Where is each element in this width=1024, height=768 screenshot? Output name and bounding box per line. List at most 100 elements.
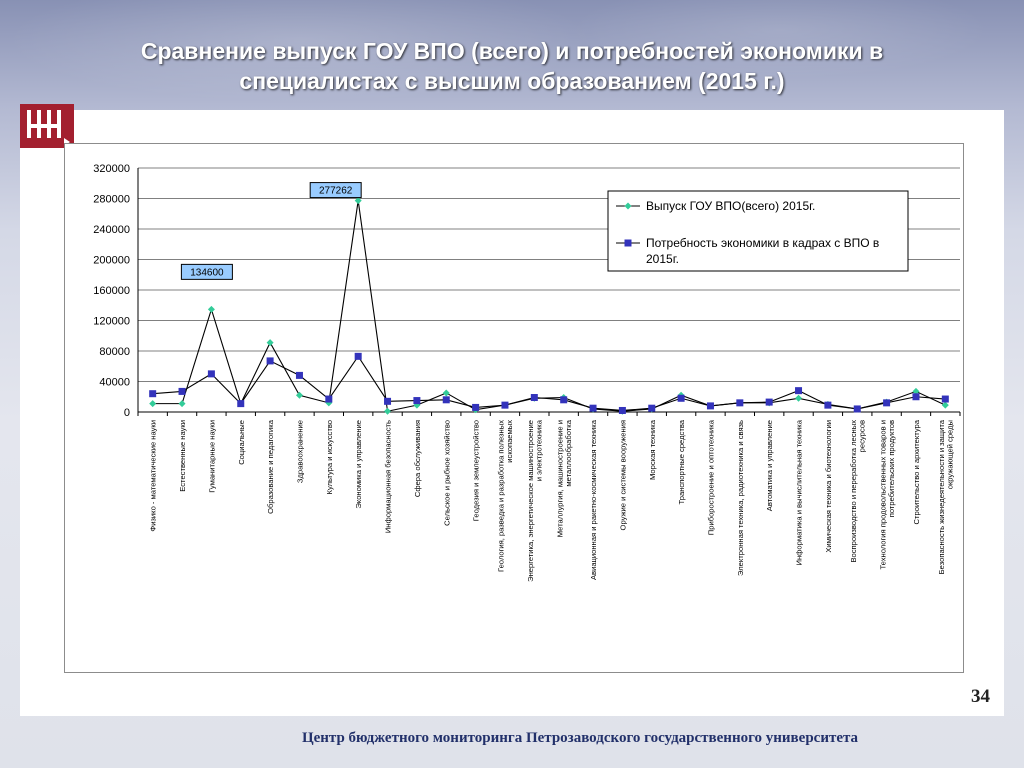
x-tick-label: Безопасность жизнедеятельности и защитао… [937,419,955,574]
legend-box [607,190,909,272]
x-tick-label-line: Естественные науки [178,420,187,492]
data-point-series-2 [384,397,392,405]
data-point-series-2 [354,352,362,360]
x-tick-label-line: Здравоохранение [295,420,304,483]
data-point-series-1 [912,387,920,395]
x-tick-label-line: Оружие и системы вооружения [618,420,627,530]
x-tick-label: Информационная безопасность [384,420,393,533]
x-tick-label: Социальные [237,420,246,465]
data-point-series-1 [941,401,949,409]
annotation-box [309,182,362,199]
x-tick-label: Оружие и системы вооружения [618,420,627,530]
x-tick-label: Приборостроение и оптотехника [706,419,715,535]
data-point-series-2 [677,394,685,402]
x-tick-label: Экономика и управление [354,420,363,509]
data-point-series-2 [853,405,861,413]
data-point-series-2 [266,357,274,365]
data-point-series-2 [325,395,333,403]
x-tick-label: Металлургия, машиностроение иметаллообра… [555,419,573,537]
data-point-series-2 [560,396,568,404]
data-point-series-2 [824,401,832,409]
legend-marker-1 [624,202,632,210]
x-tick-label-line: металлообработка [564,419,573,486]
x-tick-label-line: Культура и искусство [325,420,334,494]
y-tick-label: 160000 [93,285,130,297]
x-tick-label-line: Транспортные средства [677,419,686,504]
data-point-series-2 [912,393,920,401]
data-point-series-2 [883,399,891,407]
data-point-series-1 [178,400,186,408]
data-point-series-2 [178,387,186,395]
legend-marker-2 [624,239,632,247]
data-point-series-1 [384,407,392,415]
x-tick-label-line: Морская техника [648,419,657,480]
x-tick-label: Здравоохранение [295,420,304,483]
x-tick-label-line: Сельское и рыбное хозяйство [442,420,451,526]
x-tick-label-line: Геология, разведка и разработка полезных [497,420,506,572]
line-chart: 320000 280000 240000 200000 160000 120000 8000… [93,163,961,582]
x-tick-label-line: Образование и педагогика [266,419,275,514]
data-point-series-1 [354,197,362,205]
university-logo [20,104,74,148]
x-tick-label-line: Воспроизводство и переработка лесных [849,420,858,563]
x-tick-label: Химическая техника и биотехнологии [824,420,833,553]
annotation-label: 277262 [319,186,353,197]
x-tick-label: Автоматика и управление [765,420,774,511]
data-point-series-2 [472,403,480,411]
x-tick-label-line: Строительство и архитектура [912,419,921,524]
x-tick-label-line: Энергетика, энергетическое машиностроени… [526,420,535,582]
x-tick-label-line: окружающей среды [946,420,955,489]
x-tick-label-line: Социальные [237,420,246,465]
x-tick-label: Строительство и архитектура [912,419,921,524]
x-tick-label-line: Информационная безопасность [384,420,393,533]
legend-label-2-line: Потребность экономики в кадрах с ВПО в [646,236,879,250]
x-tick-label-line: Химическая техника и биотехнологии [824,420,833,553]
data-point-series-2 [765,398,773,406]
x-tick-label: Гуманитарные науки [207,420,216,493]
data-point-series-2 [618,406,626,414]
x-tick-label: Технология продовольственных товаров ипо… [878,420,896,570]
x-tick-label: Энергетика, энергетическое машиностроени… [526,419,544,582]
x-tick-label-line: Приборостроение и оптотехника [706,419,715,535]
data-point-series-2 [207,370,215,378]
x-tick-label-line: ресурсов [858,420,867,452]
data-point-series-1 [149,400,157,408]
footer-text: Центр бюджетного мониторинга Петрозаводс… [301,730,859,746]
x-tick-label-line: Металлургия, машиностроение и [555,420,564,537]
page-number: 34 [971,686,990,707]
x-tick-label: Сфера обслуживания [413,420,422,497]
x-tick-label-line: Безопасность жизнедеятельности и защита [937,419,946,574]
x-tick-label-line: потребительских продуктов [887,420,896,517]
x-tick-label: Образование и педагогика [266,419,275,514]
data-point-series-2 [530,394,538,402]
annotation-box [180,263,233,280]
x-tick-label: Геология, разведка и разработка полезных… [497,420,515,572]
x-tick-label-line: Экономика и управление [354,420,363,509]
x-tick-label-line: Автоматика и управление [765,420,774,511]
data-point-series-1 [207,305,215,313]
y-tick-label: 120000 [93,316,130,328]
x-tick-label-line: Информатика и вычислительная техника [795,419,804,565]
data-point-series-2 [736,399,744,407]
x-tick-label-line: Гуманитарные науки [207,420,216,493]
x-tick-label: Воспроизводство и переработка лесныхресу… [849,420,867,563]
data-point-series-2 [706,402,714,410]
x-tick-label: Физико - математические науки [149,420,158,532]
slide-title: Сравнение выпуск ГОУ ВПО (всего) и потре… [140,38,884,94]
y-tick-label: 320000 [93,163,130,175]
logo-emblem-icon [20,104,74,148]
x-tick-label-line: Авиационная и ракетно-космическая техник… [589,419,598,580]
y-tick-label: 80000 [99,346,130,358]
data-point-series-2 [795,387,803,395]
data-point-series-2 [149,390,157,398]
x-tick-label-line: Электронная техника, радиотехника и связ… [736,420,745,576]
annotation-label: 134600 [190,267,224,278]
x-tick-label-line: Геодезия и землеустройство [472,420,481,521]
x-tick-label: Авиационная и ракетно-космическая техник… [589,419,598,580]
x-tick-label: Морская техника [648,419,657,480]
legend-label-2: Потребность экономики в кадрах с ВПО в 20… [646,236,879,266]
x-tick-label: Информатика и вычислительная техника [795,419,804,565]
x-tick-label: Геодезия и землеустройство [472,420,481,521]
data-point-series-1 [795,394,803,402]
y-tick-label: 240000 [93,224,130,236]
